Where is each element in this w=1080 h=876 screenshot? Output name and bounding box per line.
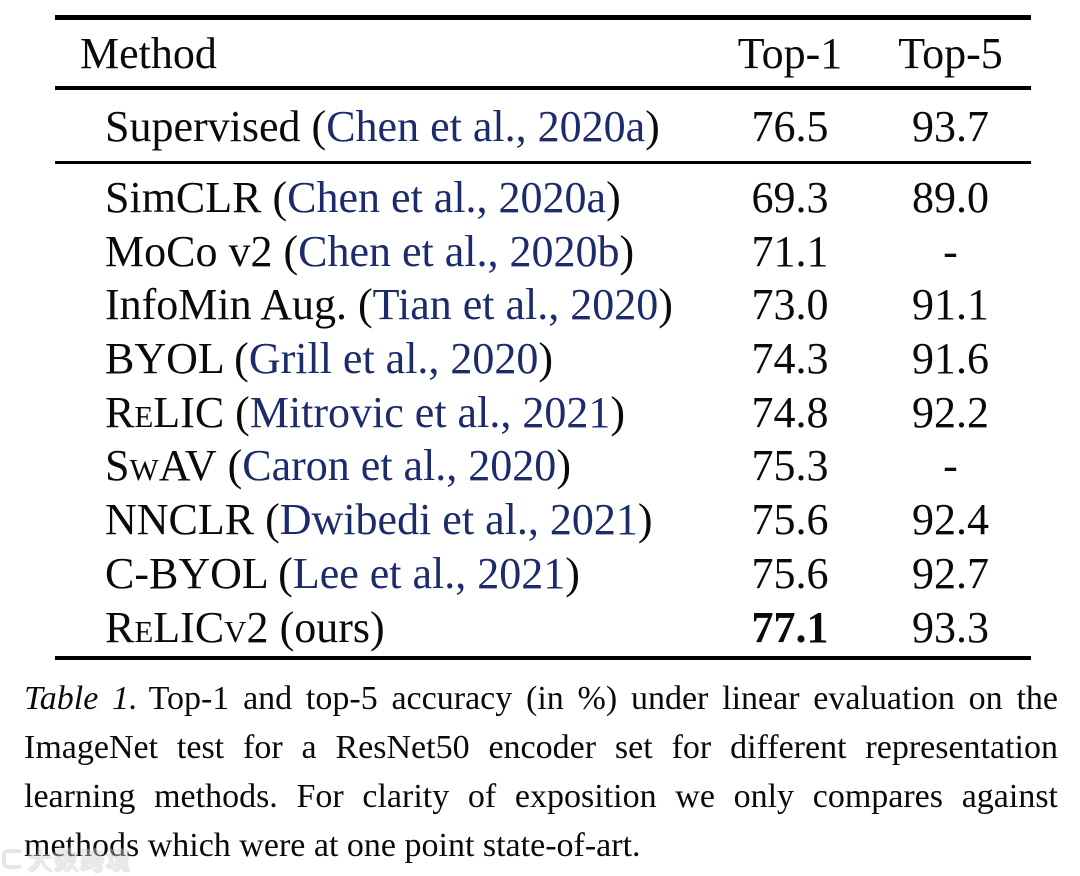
top5-value: 93.7 [912, 102, 989, 151]
citation-link[interactable]: Caron et al., 2020 [242, 441, 557, 491]
table-row: InfoMin Aug. (Tian et al., 2020) 73.0 91.1 [55, 278, 1031, 332]
top1-value: 69.3 [751, 173, 829, 222]
method-cell: SimCLR (Chen et al., 2020a) [105, 173, 621, 222]
table-row: ReLIC (Mitrovic et al., 2021) 74.8 92.2 [55, 386, 1031, 440]
section-rule [55, 161, 1031, 164]
top1-value: 73.0 [751, 280, 829, 330]
caption-text: Top-1 and top-5 accuracy (in %) under li… [24, 680, 1058, 864]
method-cell: NNCLR (Dwibedi et al., 2021) [105, 495, 653, 545]
caption-label: Table 1. [24, 680, 138, 717]
citation-link[interactable]: Chen et al., 2020a [326, 102, 646, 151]
method-name: SimCLR [105, 173, 262, 222]
top5-value: 92.4 [912, 495, 989, 545]
table-row: SimCLR (Chen et al., 2020a) 69.3 89.0 [55, 171, 1031, 225]
top1-value: 75.3 [751, 441, 829, 491]
citation-link[interactable]: Mitrovic et al., 2021 [249, 387, 611, 437]
column-header-top1: Top-1 [737, 29, 843, 78]
table-caption: Table 1. Top-1 and top-5 accuracy (in %) … [24, 674, 1058, 870]
table-top-rule [55, 15, 1031, 20]
method-cell: MoCo v2 (Chen et al., 2020b) [105, 226, 635, 276]
method-cell: ReLICv2 (ours) [105, 602, 385, 652]
table-row: ReLICv2 (ours) 77.1 93.3 [55, 601, 1031, 655]
method-name: SwAV [105, 441, 217, 491]
top5-value: 91.6 [912, 334, 989, 384]
method-cell: BYOL (Grill et al., 2020) [105, 334, 554, 384]
table-row: NNCLR (Dwibedi et al., 2021) 75.6 92.4 [55, 493, 1031, 547]
table-row: C-BYOL (Lee et al., 2021) 75.6 92.7 [55, 547, 1031, 601]
top1-value: 75.6 [751, 495, 829, 545]
table-header-row: Method Top-1 Top-5 [55, 22, 1031, 86]
top5-value: - [943, 441, 958, 491]
top1-value: 74.3 [751, 334, 829, 384]
method-name: ReLICv2 [105, 602, 269, 652]
table-row: Supervised (Chen et al., 2020a) 76.5 93.7 [55, 96, 1031, 158]
method-cell: ReLIC (Mitrovic et al., 2021) [105, 387, 625, 437]
top5-value: 92.2 [912, 387, 989, 437]
method-name: BYOL [105, 334, 224, 384]
citation-link[interactable]: Chen et al., 2020b [298, 226, 620, 276]
table-row: BYOL (Grill et al., 2020) 74.3 91.6 [55, 332, 1031, 386]
top5-value: 92.7 [912, 548, 989, 598]
method-cell: SwAV (Caron et al., 2020) [105, 441, 571, 491]
method-name: MoCo v2 [105, 226, 273, 276]
method-cell: C-BYOL (Lee et al., 2021) [105, 548, 580, 598]
top5-value: 89.0 [912, 173, 989, 222]
column-header-top5: Top-5 [898, 29, 1003, 78]
method-cell: InfoMin Aug. (Tian et al., 2020) [105, 280, 673, 330]
method-name: C-BYOL [105, 548, 268, 598]
table-body: SimCLR (Chen et al., 2020a) 69.3 89.0 MoCo … [55, 171, 1031, 654]
citation-link[interactable]: Dwibedi et al., 2021 [279, 495, 638, 545]
top5-value: - [943, 226, 958, 276]
method-cell: Supervised (Chen et al., 2020a) [105, 102, 660, 151]
top1-value: 77.1 [751, 602, 829, 652]
top1-value: 74.8 [751, 387, 829, 437]
top5-value: 93.3 [912, 602, 989, 652]
method-name: NNCLR [105, 495, 255, 545]
citation-link[interactable]: Lee et al., 2021 [292, 548, 566, 598]
table-row: MoCo v2 (Chen et al., 2020b) 71.1 - [55, 225, 1031, 279]
citation-link[interactable]: Grill et al., 2020 [248, 334, 539, 384]
method-name: InfoMin Aug. [105, 280, 347, 330]
column-header-method: Method [80, 29, 217, 78]
top5-value: 91.1 [912, 280, 989, 330]
method-note: ours [294, 602, 370, 652]
citation-link[interactable]: Tian et al., 2020 [372, 280, 659, 330]
watermark-logo-icon [2, 848, 24, 869]
top1-value: 75.6 [751, 548, 829, 598]
results-table: Method Top-1 Top-5 Supervised (Chen et a… [55, 0, 1031, 662]
table-row: SwAV (Caron et al., 2020) 75.3 - [55, 439, 1031, 493]
method-name: ReLIC [105, 387, 225, 437]
citation-link[interactable]: Chen et al., 2020a [287, 173, 607, 222]
header-rule [55, 86, 1031, 90]
method-name: Supervised [105, 102, 301, 151]
top1-value: 71.1 [751, 226, 829, 276]
top1-value: 76.5 [751, 102, 829, 151]
table-bottom-rule [55, 656, 1031, 660]
